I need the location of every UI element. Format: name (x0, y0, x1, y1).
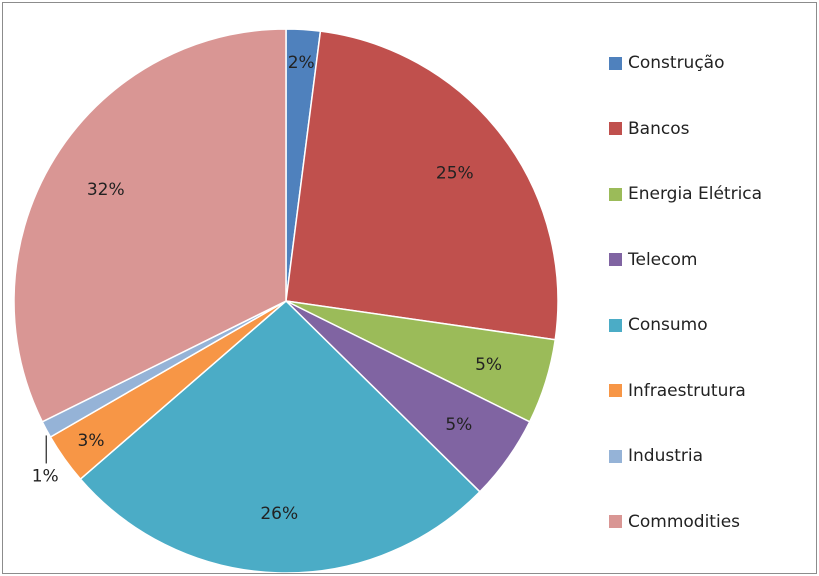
legend-item-energia-eletrica: Energia Elétrica (609, 182, 762, 206)
legend-label: Energia Elétrica (628, 184, 763, 204)
data-label-infraestrutura: 3% (78, 431, 105, 451)
pie-slice-consumo (79, 299, 481, 573)
legend-swatch (609, 56, 622, 70)
legend-label: Industria (628, 446, 704, 466)
legend-label: Telecom (628, 249, 698, 270)
pie-slice-bancos (285, 30, 559, 341)
legend-label: Commodities (628, 511, 741, 532)
legend-item-bancos: Bancos (609, 117, 689, 141)
legend-item-commodities: Commodities (609, 510, 740, 534)
legend-swatch (609, 318, 622, 332)
data-label-commodities: 32% (87, 180, 125, 200)
data-label-bancos: 25% (436, 164, 474, 184)
legend-swatch (609, 515, 622, 528)
legend-item-telecom: Telecom (609, 248, 697, 272)
legend-swatch (609, 187, 622, 201)
legend-label: Consumo (628, 315, 708, 335)
legend-item-industria: Industria (609, 444, 703, 468)
data-label-energia-eletrica: 5% (475, 355, 502, 375)
legend-swatch (609, 122, 622, 135)
data-label-telecom: 5% (445, 415, 472, 435)
legend-label: Construção (628, 53, 725, 73)
pie-slice-commodities (13, 28, 287, 423)
pie-chart: 2% 25% 5% 5% 26% 3% 1% 32% (13, 28, 559, 573)
legend-swatch (609, 449, 622, 463)
data-label-consumo: 26% (260, 504, 298, 524)
legend-swatch (609, 253, 622, 266)
legend-item-infraestrutura: Infraestrutura (609, 379, 746, 403)
legend-label: Bancos (628, 118, 690, 139)
legend-item-construcao: Construção (609, 51, 725, 75)
legend-item-consumo: Consumo (609, 313, 708, 337)
data-label-construcao: 2% (288, 53, 315, 73)
legend-swatch (609, 384, 622, 397)
data-label-industria: 1% (32, 466, 59, 486)
legend-label: Infraestrutura (628, 380, 746, 401)
